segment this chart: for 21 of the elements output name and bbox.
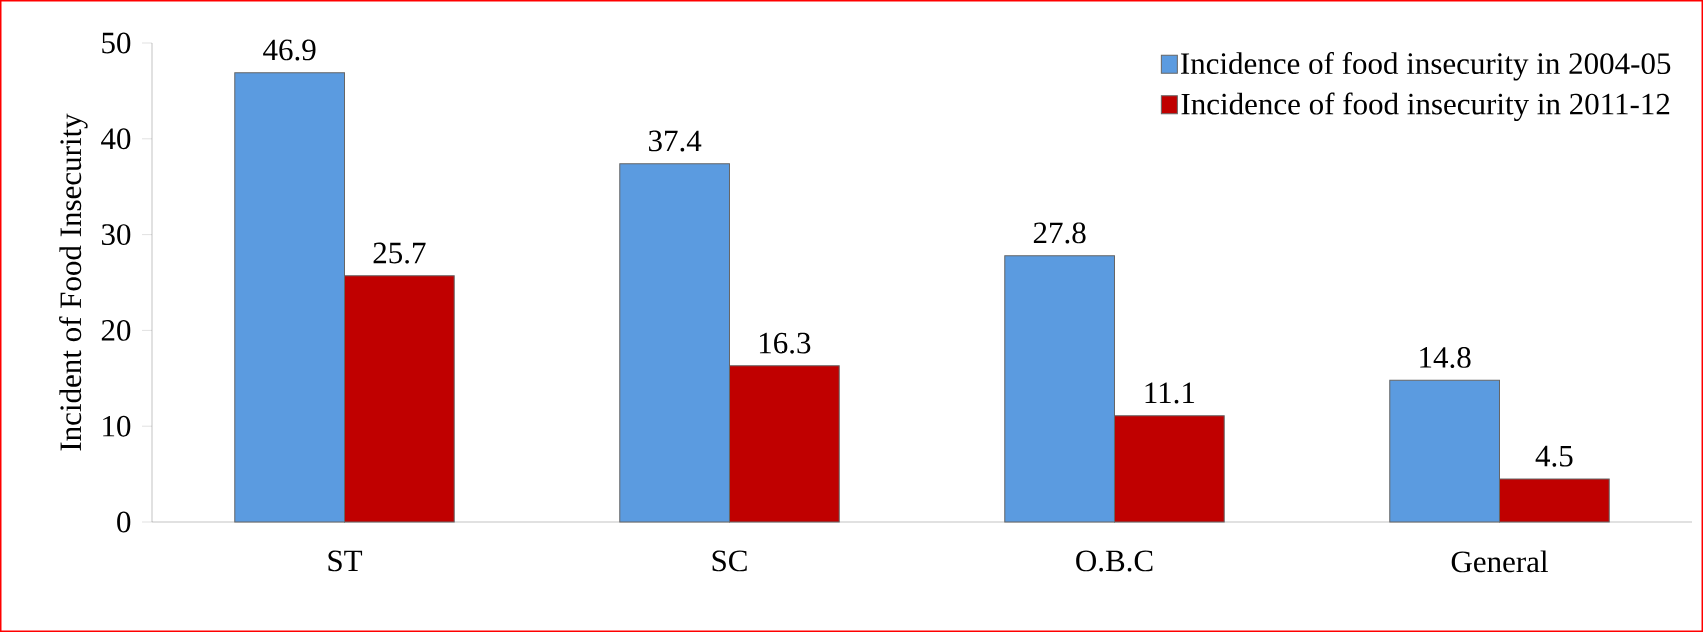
legend-label: Incidence of food insecurity in 2011-12 xyxy=(1181,92,1670,121)
x-tick-label: General xyxy=(1451,550,1548,573)
data-label: 4.5 xyxy=(1535,445,1573,467)
x-tick-label: SC xyxy=(712,550,747,572)
x-tick-label: O.B.C xyxy=(1076,550,1153,572)
legend-label: Incidence of food insecurity in 2004-05 xyxy=(1180,51,1671,81)
data-label: 11.1 xyxy=(1145,382,1195,404)
y-tick-label: 0 xyxy=(117,511,131,533)
y-tick-label: 50 xyxy=(102,32,131,54)
data-label: 14.8 xyxy=(1420,346,1471,369)
y-tick-label: 10 xyxy=(103,415,131,437)
y-tick-label: 40 xyxy=(101,128,131,150)
data-label: 37.4 xyxy=(649,130,702,152)
y-tick-label: 30 xyxy=(101,224,131,246)
x-tick-label: ST xyxy=(328,550,363,572)
data-label: 46.9 xyxy=(263,39,316,61)
data-label: 25.7 xyxy=(373,242,426,264)
data-label: 16.3 xyxy=(759,332,811,354)
y-tick-label: 20 xyxy=(101,319,131,341)
y-axis-title: Incident of Food Insecurity xyxy=(59,113,88,451)
data-label: 27.8 xyxy=(1033,222,1086,244)
